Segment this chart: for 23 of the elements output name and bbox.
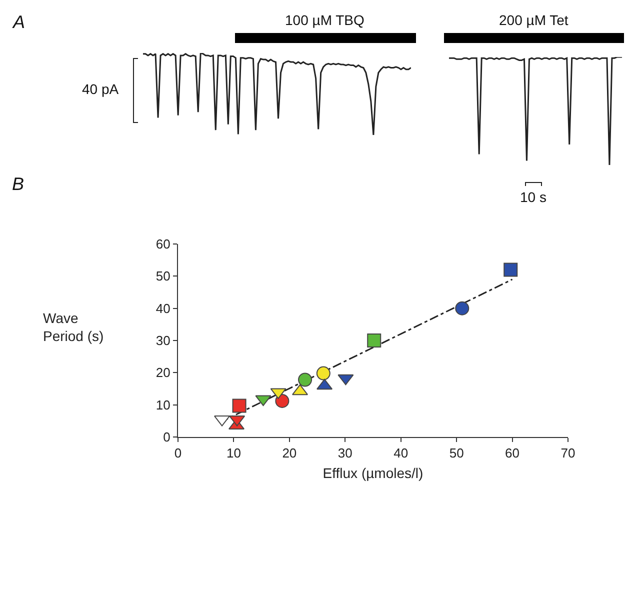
x-tick-label: 20: [282, 446, 297, 461]
y-tick-label: 60: [156, 236, 170, 252]
text: 200 µM Tet: [499, 12, 568, 28]
y-tick-label: 0: [163, 430, 170, 445]
x-tick-label: 0: [174, 446, 182, 461]
y-tick-label: 50: [156, 268, 170, 284]
y-axis-title: Wave Period (s): [43, 310, 104, 344]
x-tick-label: 70: [560, 446, 576, 461]
text: 10 s: [520, 189, 546, 205]
text: A: [12, 12, 26, 32]
text: 100 µM TBQ: [285, 12, 365, 28]
y-tick-label: 40: [156, 300, 170, 316]
x-tick-label: 10: [226, 446, 241, 461]
x-tick-label: 60: [505, 446, 520, 461]
y-tick-label: 10: [156, 397, 170, 412]
text: 40 pA: [82, 81, 120, 97]
x-tick-label: 40: [394, 446, 408, 461]
x-tick-label: 50: [449, 446, 464, 461]
x-tick-label: 30: [338, 446, 352, 461]
y-tick-label: 30: [156, 333, 170, 348]
y-tick-label: 20: [156, 365, 170, 380]
text: B: [12, 174, 24, 194]
x-axis-title: Efflux (µmoles/l): [322, 464, 424, 481]
